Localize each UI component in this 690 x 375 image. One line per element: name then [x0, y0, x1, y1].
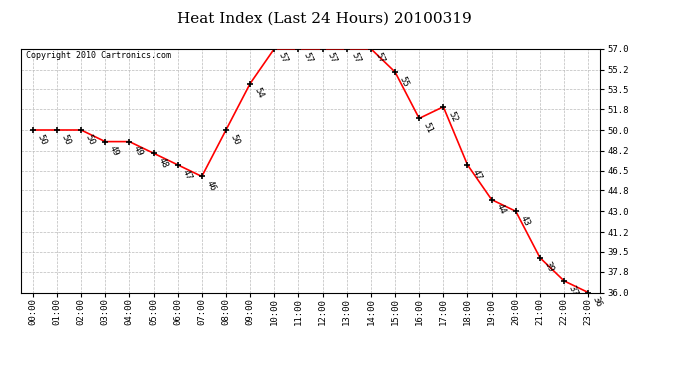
Text: 52: 52	[446, 110, 459, 123]
Text: 37: 37	[567, 284, 580, 297]
Text: 49: 49	[132, 144, 145, 158]
Text: Heat Index (Last 24 Hours) 20100319: Heat Index (Last 24 Hours) 20100319	[177, 11, 472, 25]
Text: 43: 43	[519, 214, 531, 228]
Text: 47: 47	[471, 168, 483, 181]
Text: 54: 54	[253, 86, 266, 100]
Text: Copyright 2010 Cartronics.com: Copyright 2010 Cartronics.com	[26, 51, 172, 60]
Text: 46: 46	[205, 179, 217, 193]
Text: 50: 50	[60, 133, 72, 146]
Text: 57: 57	[350, 51, 362, 65]
Text: 48: 48	[157, 156, 169, 170]
Text: 57: 57	[302, 51, 314, 65]
Text: 57: 57	[277, 51, 290, 65]
Text: 57: 57	[374, 51, 386, 65]
Text: 49: 49	[108, 144, 121, 158]
Text: 50: 50	[36, 133, 48, 146]
Text: 50: 50	[229, 133, 242, 146]
Text: 50: 50	[84, 133, 97, 146]
Text: 51: 51	[422, 121, 435, 135]
Text: 57: 57	[326, 51, 338, 65]
Text: 47: 47	[181, 168, 193, 181]
Text: 55: 55	[398, 75, 411, 88]
Text: 36: 36	[591, 295, 604, 309]
Text: 39: 39	[543, 261, 555, 274]
Text: 44: 44	[495, 202, 507, 216]
